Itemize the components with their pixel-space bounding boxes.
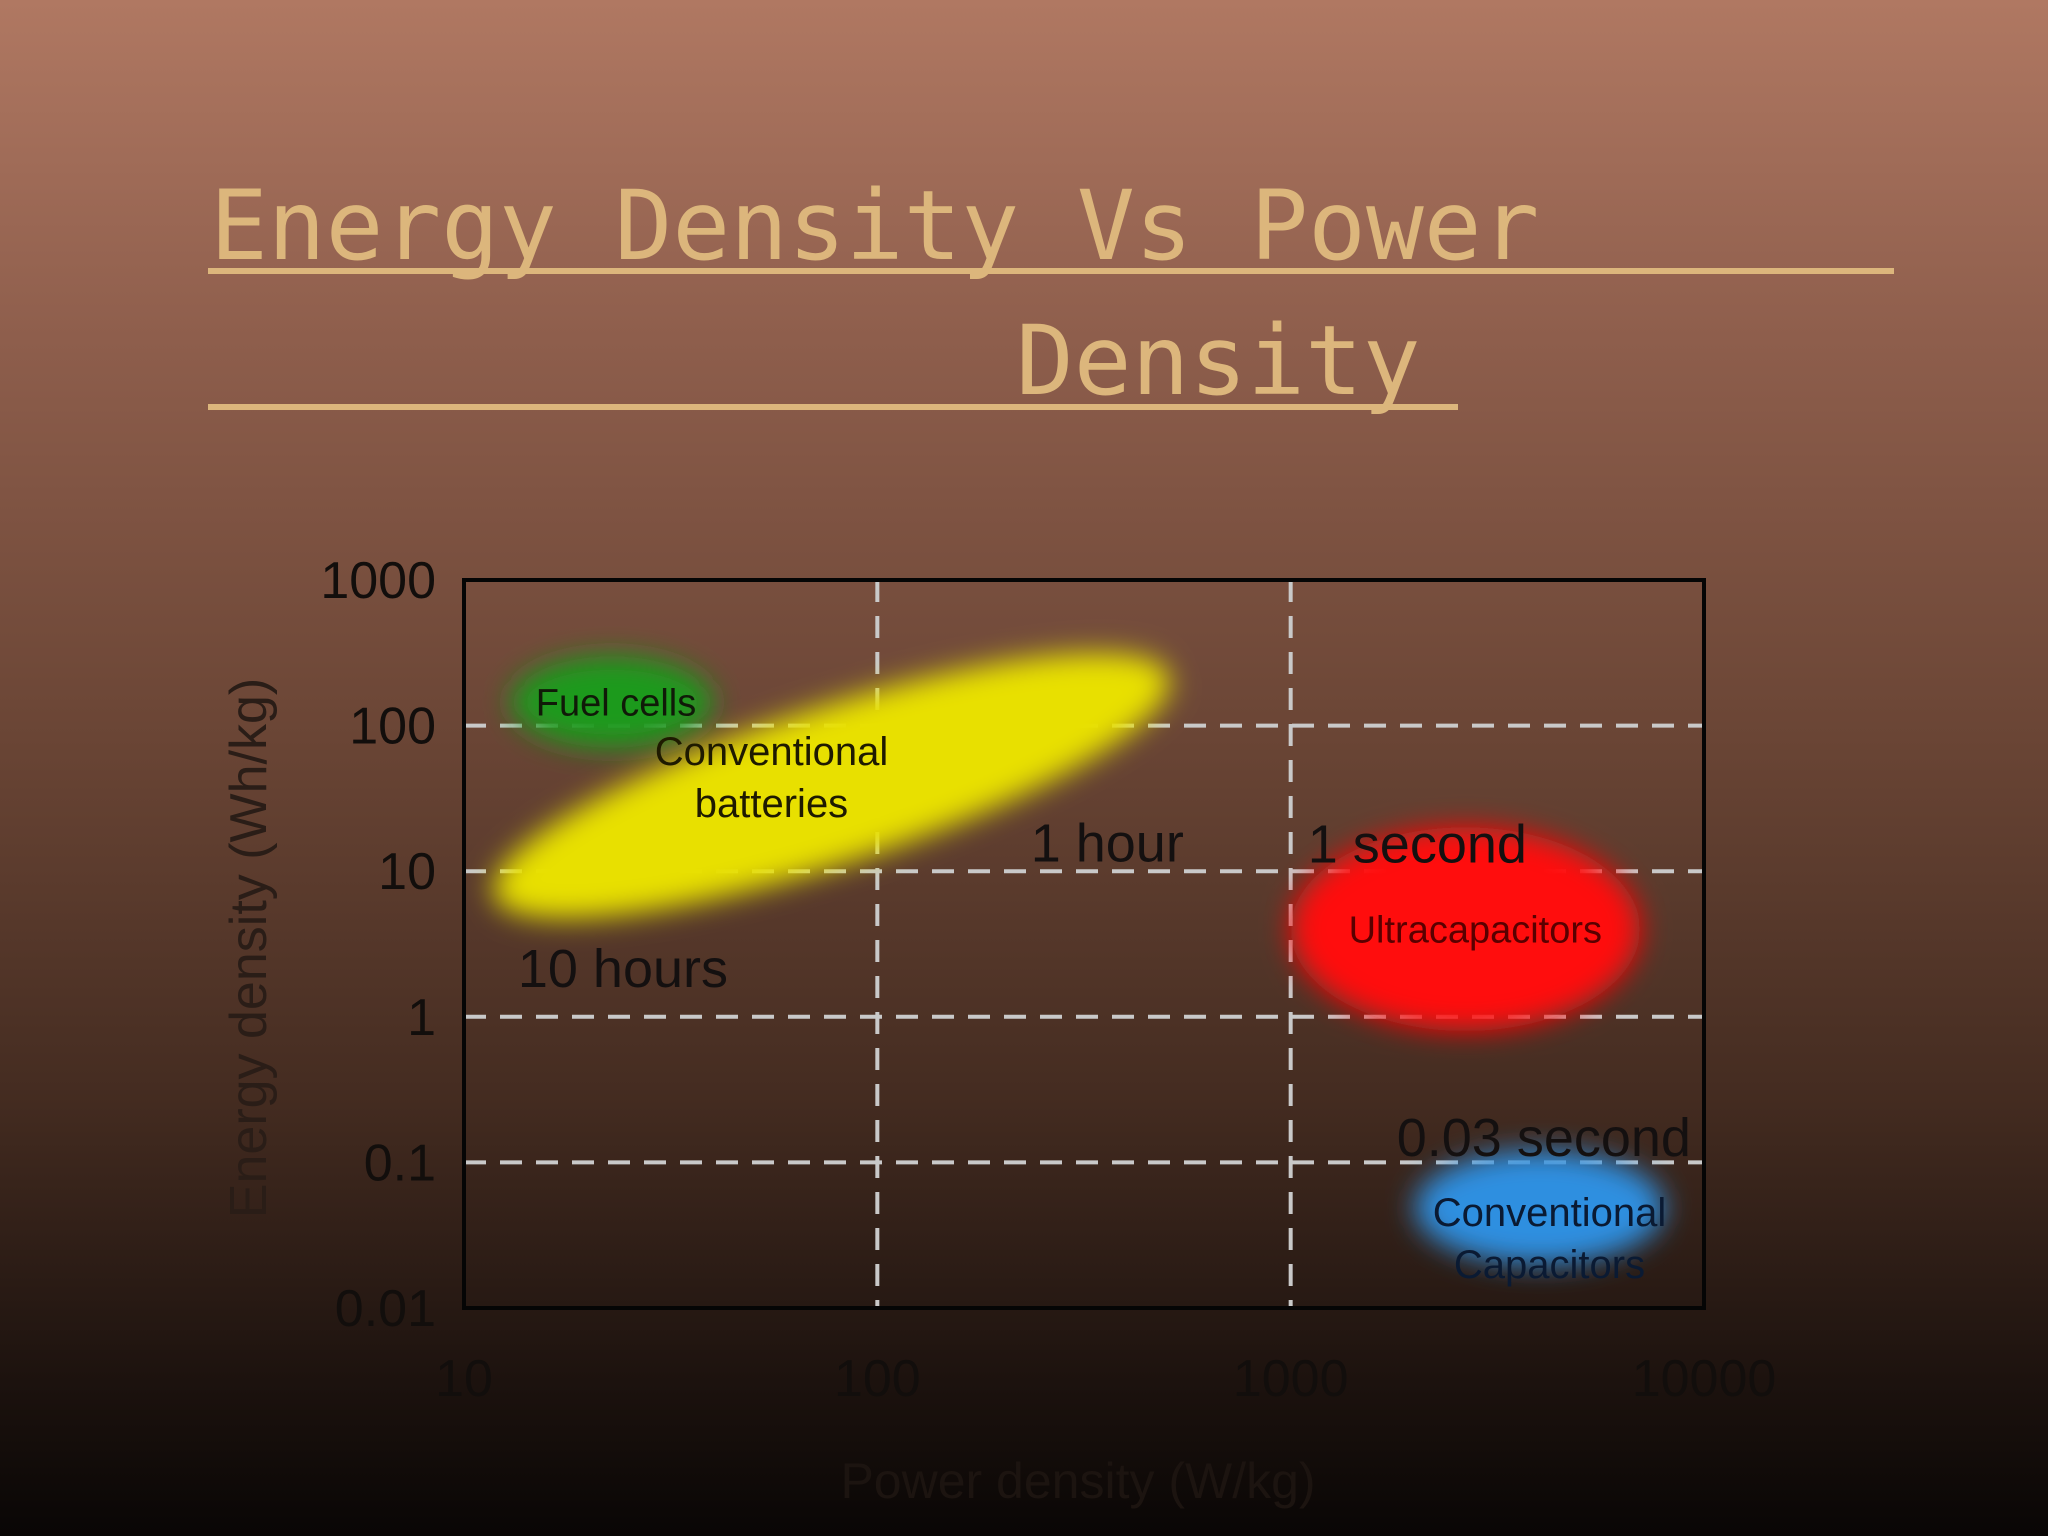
region-label-ultracapacitors: Ultracapacitors bbox=[1349, 909, 1602, 951]
region-label-conventional-capacitors: Conventional bbox=[1433, 1191, 1667, 1235]
region-label-conventional-batteries: batteries bbox=[695, 782, 848, 826]
y-tick-label-0-1: 0.1 bbox=[364, 1134, 436, 1192]
x-tick-label-1000: 1000 bbox=[1233, 1350, 1349, 1408]
region-conventional-capacitors bbox=[1415, 1150, 1664, 1265]
y-tick-label-100: 100 bbox=[349, 698, 436, 756]
x-tick-label-10000: 10000 bbox=[1632, 1350, 1777, 1408]
x-axis-label: Power density (W/kg) bbox=[840, 1453, 1315, 1509]
y-tick-label-0-01: 0.01 bbox=[335, 1280, 436, 1338]
region-label-fuel-cells: Fuel cells bbox=[536, 682, 697, 724]
x-tick-label-100: 100 bbox=[834, 1350, 921, 1408]
region-conventional-batteries bbox=[493, 653, 1170, 919]
slide-title-line-2: Density bbox=[1016, 305, 1421, 417]
y-tick-label-10: 10 bbox=[378, 843, 436, 901]
time-annotation-1-second: 1 second bbox=[1308, 815, 1527, 875]
region-ultracapacitors bbox=[1290, 827, 1640, 1031]
time-annotation-0-03-second: 0.03 second bbox=[1397, 1108, 1691, 1168]
title-underline-2 bbox=[208, 404, 1458, 410]
y-tick-label-1000: 1000 bbox=[320, 552, 436, 610]
slide-title-line-1: Energy Density Vs Power bbox=[210, 170, 1540, 282]
x-tick-label-10: 10 bbox=[435, 1350, 493, 1408]
region-fuel-cells bbox=[511, 656, 713, 749]
y-axis-label: Energy density (Wh/kg) bbox=[220, 678, 278, 1218]
region-label-conventional-capacitors: Capacitors bbox=[1454, 1243, 1645, 1287]
plot-frame bbox=[462, 578, 1706, 1310]
region-label-conventional-batteries: Conventional bbox=[655, 730, 889, 774]
y-tick-label-1: 1 bbox=[407, 989, 436, 1047]
title-underline-1 bbox=[208, 268, 1894, 274]
time-annotation-1-hour: 1 hour bbox=[1031, 814, 1184, 874]
time-annotation-10-hours: 10 hours bbox=[518, 939, 728, 999]
